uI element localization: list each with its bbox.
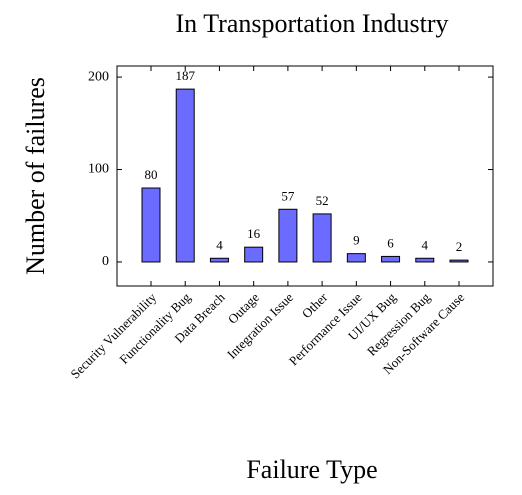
bar xyxy=(244,246,264,263)
value-label: 16 xyxy=(247,226,261,241)
bar xyxy=(209,257,229,263)
value-label: 57 xyxy=(281,188,295,203)
value-label: 80 xyxy=(145,167,158,182)
value-label: 6 xyxy=(387,235,394,250)
y-tick-label: 200 xyxy=(88,69,109,84)
value-label: 2 xyxy=(456,239,463,254)
value-label: 9 xyxy=(353,233,360,248)
bar xyxy=(278,208,298,263)
bar xyxy=(141,187,161,263)
y-axis-label: Number of failures xyxy=(21,77,50,275)
x-axis-label: Failure Type xyxy=(246,455,377,484)
value-label: 52 xyxy=(316,193,329,208)
bar xyxy=(312,213,332,263)
bar xyxy=(449,259,469,263)
plot-frame xyxy=(116,65,494,287)
value-label: 4 xyxy=(216,237,223,252)
chart-title: In Transportation Industry xyxy=(176,9,449,38)
value-label: 187 xyxy=(175,68,195,83)
bar xyxy=(415,257,435,263)
bar xyxy=(381,255,401,263)
value-label: 4 xyxy=(422,237,429,252)
bar xyxy=(346,253,366,263)
y-tick-label: 100 xyxy=(88,162,109,177)
y-tick-label: 0 xyxy=(102,254,109,269)
bar xyxy=(175,88,195,263)
